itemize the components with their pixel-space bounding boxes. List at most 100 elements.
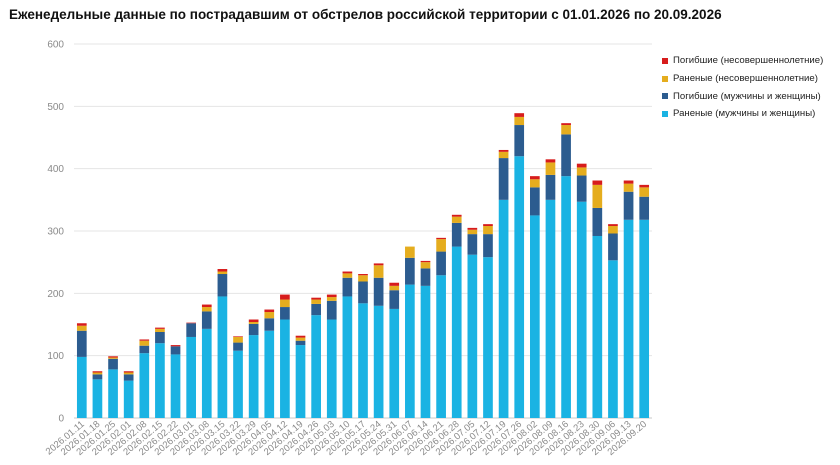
bar-segment bbox=[592, 180, 603, 185]
bar-segment bbox=[451, 216, 462, 223]
bar-segment bbox=[483, 257, 493, 418]
bar-segment bbox=[342, 296, 353, 418]
bar-segment bbox=[217, 274, 228, 297]
bar-segment bbox=[389, 285, 400, 291]
bar-segment bbox=[576, 163, 587, 168]
legend-label: Погибшие (несовершеннолетние) bbox=[673, 55, 824, 67]
bar-segment bbox=[514, 125, 525, 157]
bar-segment bbox=[529, 179, 540, 188]
bar-segment bbox=[92, 374, 103, 380]
bar-segment bbox=[467, 227, 478, 230]
bar-segment bbox=[248, 335, 259, 418]
bar-segment bbox=[311, 297, 321, 300]
bar-segment bbox=[342, 273, 353, 278]
bar-segment bbox=[155, 327, 165, 329]
bar-segment bbox=[420, 260, 431, 263]
bar-segment bbox=[326, 294, 337, 298]
bar-segment bbox=[420, 268, 431, 286]
bar-segment bbox=[373, 305, 384, 418]
legend: Погибшие (несовершеннолетние) Раненые (не… bbox=[662, 52, 823, 123]
bar-segment bbox=[358, 275, 368, 282]
bar-segment bbox=[170, 346, 181, 355]
bar-segment bbox=[436, 237, 446, 240]
bar-segment bbox=[233, 350, 243, 418]
bar-segment bbox=[311, 303, 321, 316]
bar-segment bbox=[201, 311, 212, 329]
bar-segment bbox=[592, 207, 603, 236]
bar-segment bbox=[201, 328, 212, 418]
bar-segment bbox=[280, 294, 290, 300]
bar-segment bbox=[264, 330, 275, 418]
bar-segment bbox=[201, 307, 212, 312]
bar-segment bbox=[483, 234, 493, 258]
bar-segment bbox=[451, 222, 462, 247]
bar-segment bbox=[498, 199, 509, 418]
bar-segment bbox=[123, 374, 134, 381]
bar-segment bbox=[639, 196, 650, 220]
bar-segment bbox=[155, 328, 165, 332]
bar-segment bbox=[608, 233, 618, 261]
bar-segment bbox=[108, 358, 118, 370]
bar-segment bbox=[561, 125, 571, 135]
bar-segment bbox=[451, 214, 462, 217]
legend-item: Погибшие (мужчины и женщины) bbox=[662, 87, 823, 105]
y-tick-label: 0 bbox=[58, 414, 64, 425]
bar-segment bbox=[451, 246, 462, 418]
bar-segment bbox=[608, 226, 618, 234]
bar-segment bbox=[529, 187, 540, 216]
bar-segment bbox=[186, 322, 197, 324]
bar-segment bbox=[576, 201, 587, 418]
bar-segment bbox=[592, 184, 603, 208]
bar-segment bbox=[264, 312, 275, 319]
bar-segment bbox=[326, 319, 337, 418]
bar-segment bbox=[389, 290, 400, 309]
bar-segment bbox=[233, 342, 243, 351]
bars-layer bbox=[76, 113, 650, 418]
bar-segment bbox=[358, 281, 368, 304]
bar-segment bbox=[623, 183, 634, 192]
bar-segment bbox=[295, 337, 306, 341]
bar-segment bbox=[498, 151, 509, 159]
legend-label: Раненые (мужчины и женщины) bbox=[673, 108, 816, 120]
bar-segment bbox=[514, 113, 525, 117]
bar-segment bbox=[561, 123, 571, 126]
bar-segment bbox=[623, 219, 634, 418]
bar-segment bbox=[170, 354, 181, 418]
bar-segment bbox=[264, 318, 275, 331]
bar-segment bbox=[139, 353, 150, 418]
bar-segment bbox=[76, 330, 87, 357]
bar-segment bbox=[405, 246, 415, 258]
bar-segment bbox=[467, 254, 478, 418]
legend-swatch bbox=[662, 57, 668, 64]
bar-segment bbox=[639, 219, 650, 418]
bar-segment bbox=[170, 345, 181, 347]
bar-segment bbox=[326, 300, 337, 320]
bar-segment bbox=[623, 180, 634, 184]
bar-segment bbox=[576, 175, 587, 202]
bar-segment bbox=[483, 226, 493, 235]
bar-segment bbox=[498, 149, 509, 152]
bar-segment bbox=[280, 307, 290, 320]
bar-segment bbox=[639, 187, 650, 197]
bar-segment bbox=[248, 319, 259, 323]
bar-segment bbox=[139, 339, 150, 341]
bar-segment bbox=[420, 262, 431, 269]
bar-segment bbox=[108, 369, 118, 418]
y-tick-label: 300 bbox=[47, 227, 64, 238]
legend-item: Раненые (несовершеннолетние) bbox=[662, 70, 823, 88]
bar-segment bbox=[358, 274, 368, 276]
legend-swatch bbox=[662, 75, 668, 82]
bar-segment bbox=[76, 323, 87, 326]
bar-segment bbox=[280, 319, 290, 418]
bar-segment bbox=[264, 309, 275, 313]
bar-segment bbox=[295, 340, 306, 346]
bar-segment bbox=[545, 174, 556, 200]
bar-segment bbox=[545, 162, 556, 175]
bar-segment bbox=[545, 159, 556, 163]
bar-segment bbox=[561, 176, 571, 418]
bar-segment bbox=[295, 335, 306, 338]
y-tick-label: 500 bbox=[47, 102, 64, 113]
bar-segment bbox=[311, 315, 321, 418]
bar-segment bbox=[311, 299, 321, 304]
bar-segment bbox=[623, 191, 634, 220]
